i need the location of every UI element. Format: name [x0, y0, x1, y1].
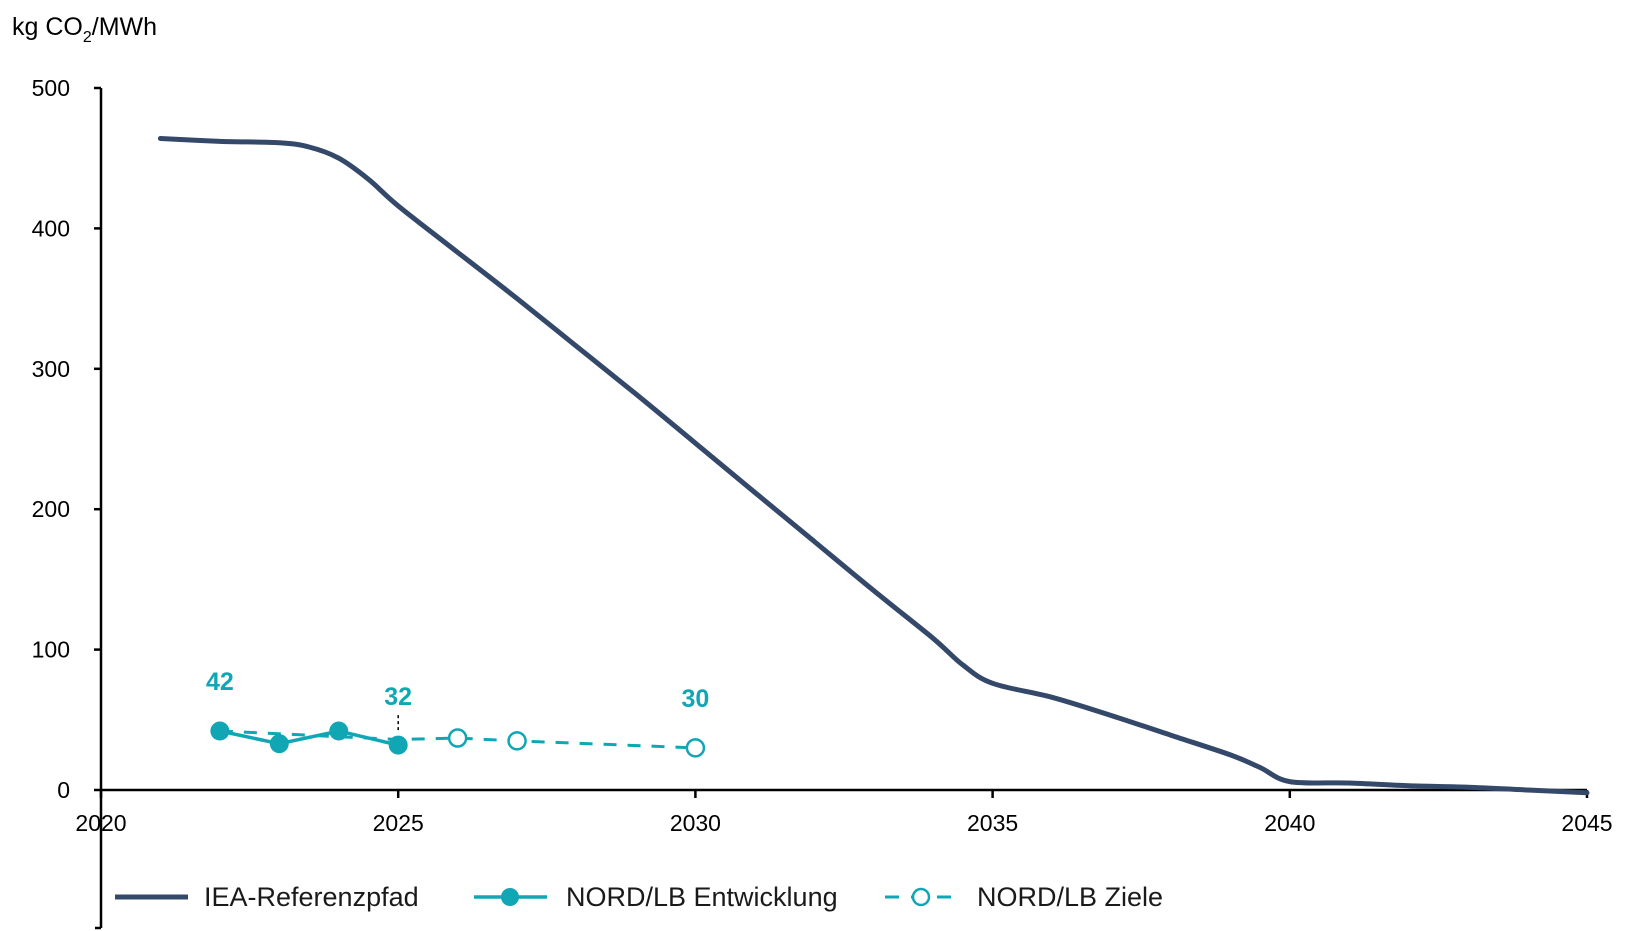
legend-label-iea: IEA-Referenzpfad [204, 882, 419, 912]
axes [95, 88, 1587, 930]
data-labels: 42 32 30 [206, 668, 709, 732]
y-tick-label: 200 [32, 496, 70, 522]
data-label: 42 [206, 668, 234, 696]
x-tick-label: 2020 [75, 810, 126, 836]
data-label: 30 [681, 685, 709, 713]
unit-prefix: kg CO [12, 13, 83, 41]
unit-suffix: /MWh [92, 13, 157, 41]
x-tick-label: 2030 [670, 810, 721, 836]
legend-item-iea: IEA-Referenzpfad [115, 882, 419, 912]
legend: IEA-Referenzpfad NORD/LB Entwicklung NOR… [115, 882, 1163, 912]
series-entwicklung-point [329, 721, 349, 741]
y-tick-label: 500 [32, 75, 70, 101]
series-entwicklung-point [269, 734, 289, 754]
series-iea-line [157, 136, 1590, 796]
unit-subscript: 2 [83, 29, 92, 46]
x-tick-label: 2025 [373, 810, 424, 836]
series-ziele-point [685, 738, 706, 758]
legend-item-ziele: NORD/LB Ziele [885, 882, 1163, 912]
x-tick-label: 2045 [1561, 810, 1612, 836]
series-entwicklung-line [219, 729, 399, 747]
legend-marker-entwicklung [501, 888, 519, 906]
legend-marker-ziele [911, 887, 931, 907]
y-tick-label: 0 [57, 777, 70, 803]
series-entwicklung-point [210, 721, 230, 741]
x-tick-label: 2040 [1264, 810, 1315, 836]
series-entwicklung-point [388, 735, 408, 755]
x-tick-label: 2035 [967, 810, 1018, 836]
data-label: 32 [384, 683, 412, 711]
series-ziele-point [507, 731, 527, 751]
series-layer [157, 136, 1590, 796]
y-tick-label: 400 [32, 215, 70, 241]
legend-label-entwicklung: NORD/LB Entwicklung [566, 882, 838, 912]
series-ziele-point [447, 728, 468, 748]
legend-label-ziele: NORD/LB Ziele [977, 882, 1163, 912]
legend-item-entwicklung: NORD/LB Entwicklung [474, 882, 838, 912]
y-unit-label: kg CO2/MWh [12, 13, 157, 46]
y-axis-ticks: 0 100 200 300 400 500 [32, 75, 101, 803]
x-axis-ticks: 2020 2025 2030 2035 2040 2045 [75, 790, 1613, 836]
y-tick-label: 100 [32, 637, 70, 663]
y-tick-label: 300 [32, 356, 70, 382]
